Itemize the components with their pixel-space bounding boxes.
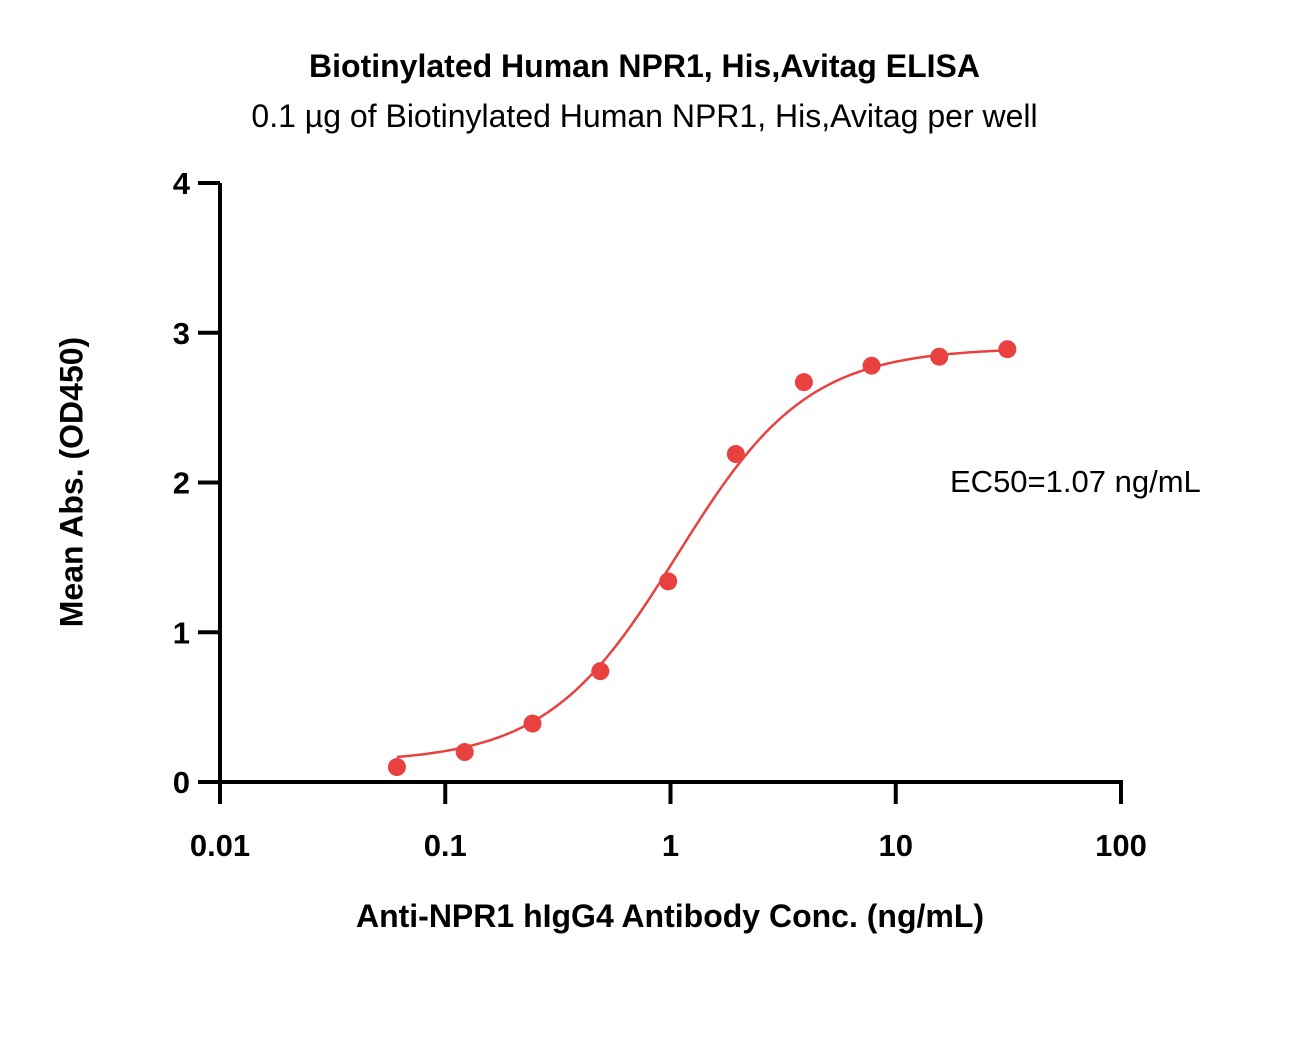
fit-curve: [396, 349, 1008, 759]
data-point: [591, 662, 610, 681]
x-tick-label: 0.01: [190, 828, 250, 863]
x-tick-label: 10: [879, 828, 913, 863]
chart-subtitle: 0.1 µg of Biotinylated Human NPR1, His,A…: [251, 98, 1038, 134]
fit-curve-group: [396, 349, 1008, 759]
axes: 0 1 2 3 4 0.01 0.1 1 10 100: [173, 166, 1147, 863]
x-axis-label: Anti-NPR1 hIgG4 Antibody Conc. (ng/mL): [355, 898, 985, 934]
data-point: [930, 347, 949, 366]
data-point: [862, 356, 881, 375]
data-point: [794, 373, 813, 392]
y-tick-label: 0: [173, 765, 190, 800]
data-point: [726, 445, 745, 464]
data-point: [659, 572, 678, 591]
chart-title: Biotinylated Human NPR1, His,Avitag ELIS…: [309, 48, 980, 84]
y-tick-label: 2: [173, 466, 190, 501]
data-point: [387, 758, 406, 777]
data-point: [455, 743, 474, 762]
data-points: [387, 340, 1017, 777]
data-point: [523, 714, 542, 733]
x-tick-label: 100: [1095, 828, 1147, 863]
ec50-annotation: EC50=1.07 ng/mL: [950, 464, 1201, 499]
y-tick-label: 3: [173, 316, 190, 351]
y-tick-label: 4: [173, 166, 191, 201]
x-tick-label: 0.1: [424, 828, 467, 863]
y-tick-label: 1: [173, 615, 190, 650]
x-tick-label: 1: [662, 828, 679, 863]
data-point: [998, 340, 1017, 359]
